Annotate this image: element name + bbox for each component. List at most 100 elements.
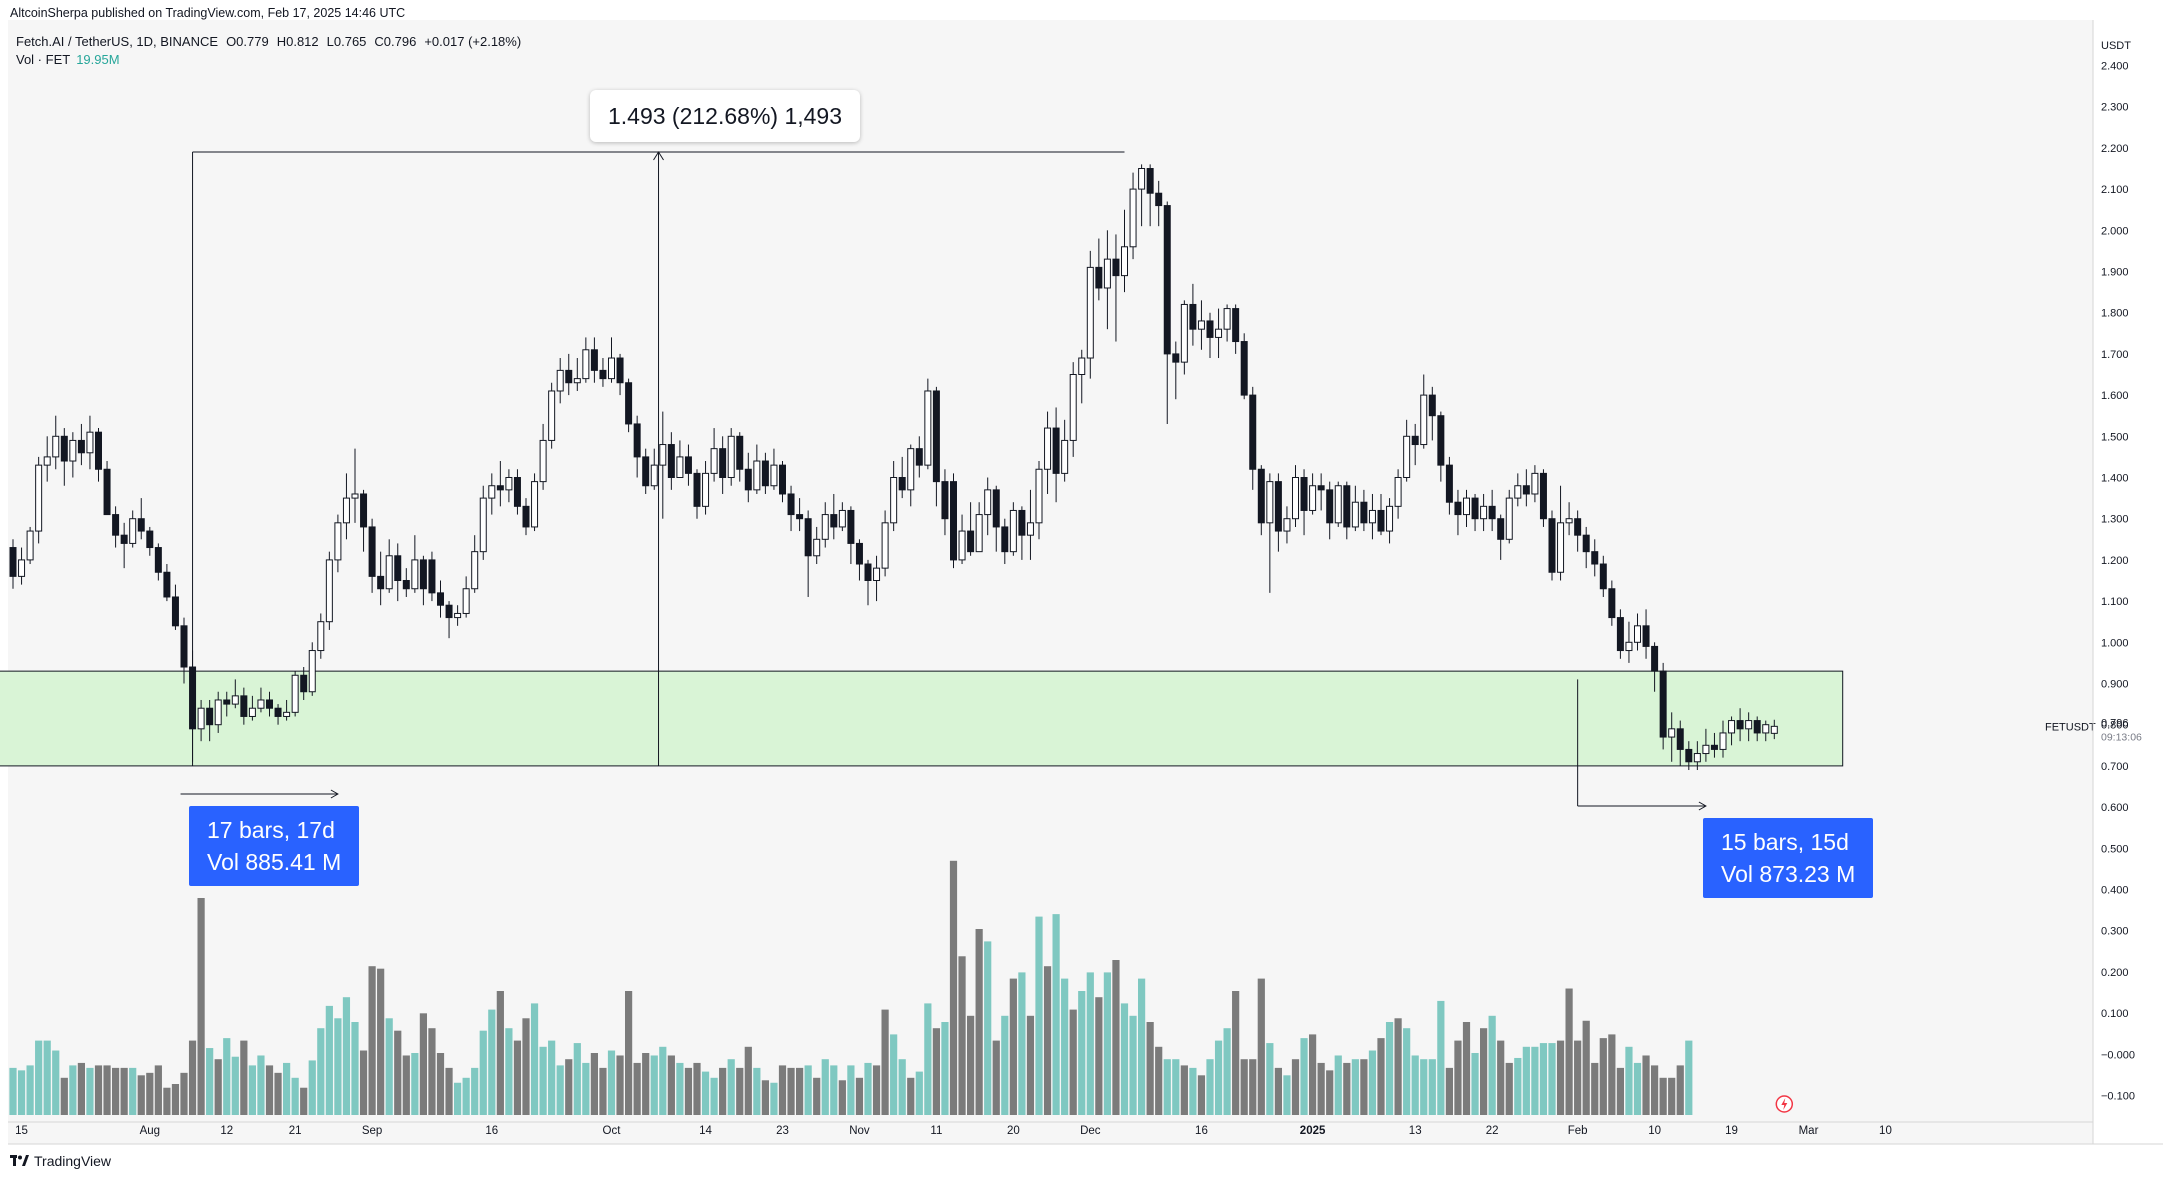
candle-body: [1300, 477, 1308, 511]
volume-bar: [325, 1005, 333, 1115]
candle-body: [1565, 518, 1573, 524]
candle-body: [1437, 415, 1445, 466]
volume-bar: [1172, 1059, 1180, 1115]
range-label-2[interactable]: 15 bars, 15d Vol 873.23 M: [1703, 818, 1874, 898]
range-label-2-bars: 15 bars, 15d: [1721, 829, 1849, 855]
volume-bar: [377, 968, 385, 1115]
range-label-2-volume: Vol 873.23 M: [1721, 861, 1856, 887]
candle-body: [60, 435, 68, 462]
volume-bar: [949, 860, 958, 1115]
volume-bar: [265, 1065, 274, 1115]
volume-bar: [1300, 1038, 1308, 1115]
candle-body: [1274, 481, 1282, 532]
candle-body: [137, 518, 145, 532]
volume-bar: [522, 1018, 530, 1115]
candle-body: [1676, 728, 1684, 750]
measure-label[interactable]: 1.493 (212.68%) 1,493: [590, 90, 860, 142]
volume-bar: [642, 1053, 650, 1115]
candle-body: [428, 559, 436, 594]
volume-bar: [1009, 978, 1017, 1115]
time-tick: Feb: [1568, 1125, 1588, 1137]
candle-body: [368, 526, 376, 577]
volume-bar: [163, 1087, 171, 1115]
time-tick: Sep: [362, 1125, 382, 1137]
volume-bar: [958, 956, 966, 1115]
candle-body: [394, 555, 402, 582]
price-tick: 1.500: [2101, 431, 2129, 443]
volume-bar: [1069, 1009, 1077, 1115]
volume-bar: [1471, 1053, 1479, 1115]
candle-body: [1445, 464, 1453, 503]
volume-bar: [1317, 1062, 1325, 1115]
volume-bar: [1522, 1046, 1530, 1115]
volume-bar: [103, 1065, 111, 1115]
support-zone: [0, 670, 1844, 767]
candle-body: [539, 439, 547, 483]
volume-bar: [1223, 1028, 1231, 1115]
candle-body: [1514, 485, 1522, 499]
volume-bar: [1146, 1022, 1154, 1115]
candles: [9, 164, 1778, 771]
candle-body: [360, 493, 368, 528]
volume-legend[interactable]: Vol · FET 19.95M: [16, 52, 120, 67]
price-tick: 0.700: [2101, 761, 2129, 773]
volume-bar: [1642, 1055, 1650, 1115]
symbol-name[interactable]: Fetch.AI / TetherUS, 1D, BINANCE: [16, 34, 219, 49]
volume-bar: [1240, 1059, 1248, 1115]
volume-bar: [830, 1065, 838, 1115]
volume-bar: [1180, 1065, 1188, 1115]
volume-bar: [1257, 978, 1265, 1115]
volume-bar: [881, 1009, 889, 1115]
volume-bar: [1428, 1059, 1436, 1115]
volume-bar: [411, 1053, 419, 1115]
candle-body: [1480, 505, 1488, 520]
candle-body: [830, 514, 838, 528]
range-arrow-icon: [330, 789, 339, 799]
price-axis[interactable]: USDT 2.400 2.300 2.200 2.100 2.000 1.900 1.800 1…: [2092, 20, 2135, 1144]
volume-bar: [69, 1065, 77, 1115]
candle-body: [283, 711, 291, 717]
price-tick: 0.100: [2101, 1008, 2129, 1020]
price-tick: 2.000: [2101, 225, 2129, 237]
volume-bar: [1078, 991, 1086, 1115]
volume-bar: [300, 1087, 308, 1115]
volume-bar: [445, 1067, 453, 1115]
time-axis[interactable]: 15 Aug 12 21 Sep 16 Oct 14 23 Nov 11 20 Dec 16 2025 13 2…: [8, 1121, 2163, 1145]
candle-body: [1420, 394, 1428, 446]
volume-bar: [1001, 1015, 1009, 1115]
volume-bar: [1043, 966, 1052, 1115]
volume-bar: [1454, 1040, 1462, 1115]
range-label-1[interactable]: 17 bars, 17d Vol 885.41 M: [189, 806, 360, 886]
price-tick: 0.400: [2101, 885, 2129, 897]
price-tick: 1.200: [2101, 555, 2129, 567]
candle-body: [1146, 168, 1154, 194]
candle-body: [1488, 505, 1496, 520]
candle-body: [1642, 625, 1650, 647]
candle-body: [1044, 427, 1052, 470]
volume-bar: [1232, 991, 1240, 1115]
footer-brand: TradingView: [34, 1153, 112, 1169]
candle-body: [86, 431, 94, 454]
volume-bar: [710, 1077, 718, 1115]
volume-bar: [1539, 1043, 1548, 1115]
candle-body: [1069, 374, 1077, 441]
volume-bar: [1668, 1077, 1676, 1115]
time-tick: Aug: [140, 1125, 160, 1137]
volume-bar: [1189, 1067, 1197, 1115]
ohlc-high: H0.812: [276, 34, 319, 49]
volume-bar: [1437, 1000, 1445, 1115]
candle-body: [932, 390, 940, 483]
volume-bar: [1112, 960, 1120, 1115]
volume-bar: [1480, 1028, 1488, 1115]
candle-body: [1026, 522, 1034, 536]
volume-bar: [231, 1056, 239, 1115]
candle-body: [1505, 497, 1513, 540]
volume-bar: [146, 1072, 154, 1115]
tradingview-footer[interactable]: TradingView: [10, 1153, 111, 1169]
candle-body: [1394, 477, 1402, 507]
candle-body: [1103, 258, 1111, 289]
candle-body: [633, 423, 641, 458]
candle-body: [522, 505, 530, 528]
candle-body: [1634, 625, 1641, 643]
